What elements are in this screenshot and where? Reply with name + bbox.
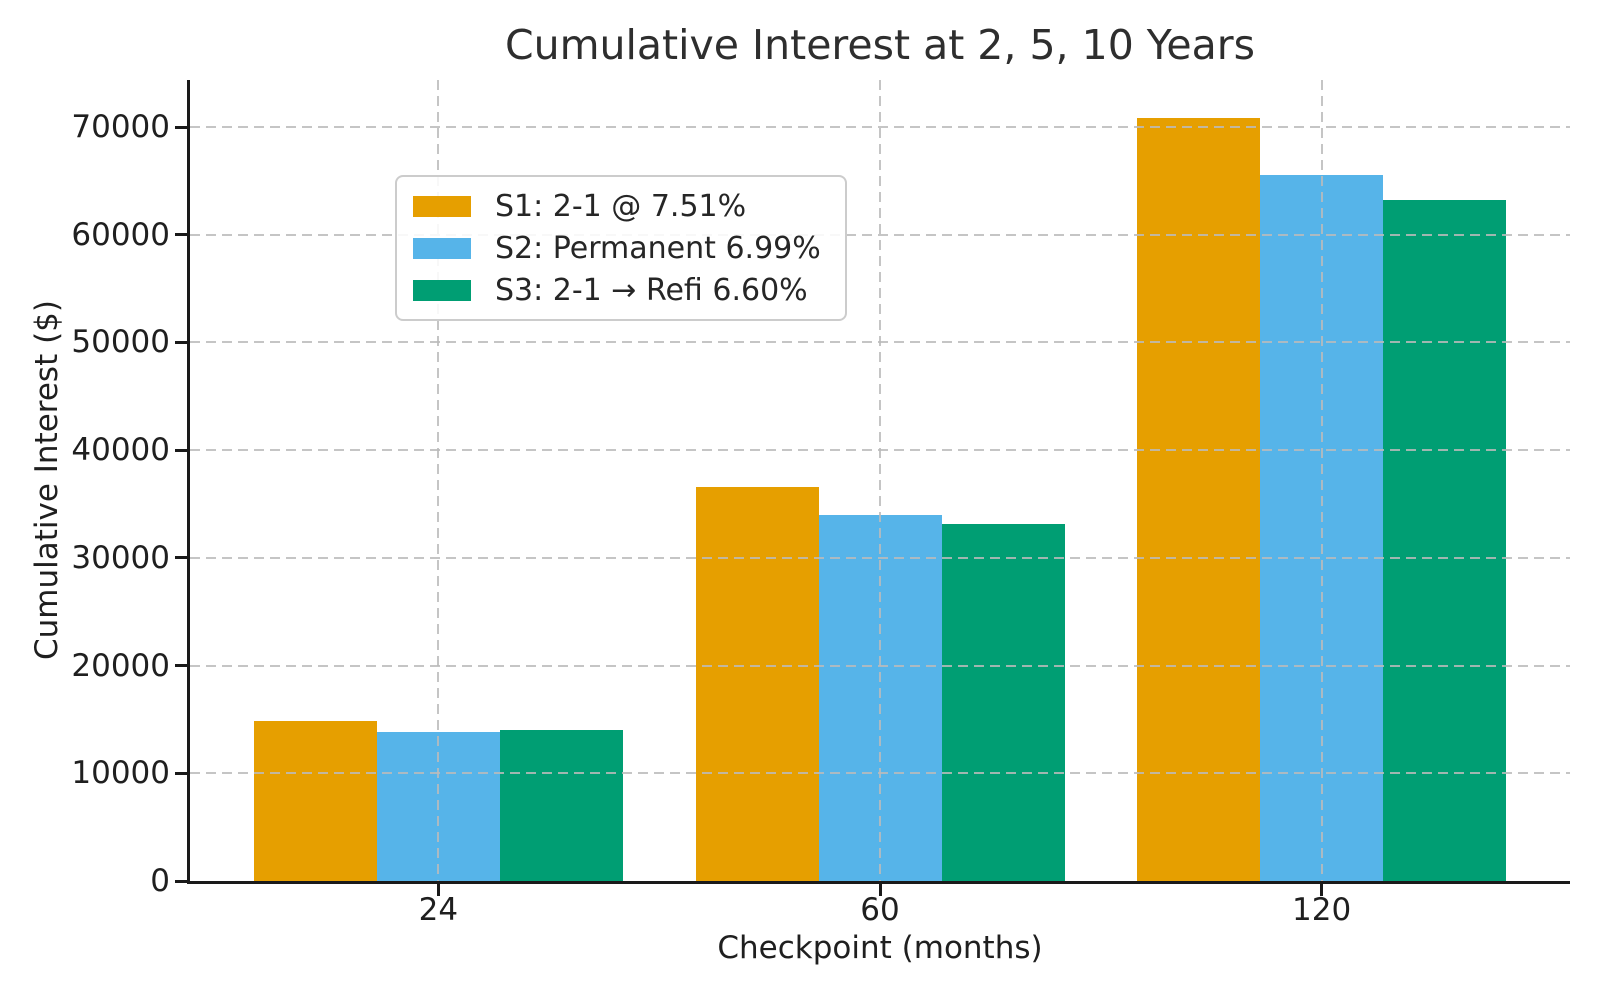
y-tick-label-10000: 10000 (71, 755, 170, 792)
legend-label-s3: S3: 2-1 → Refi 6.60% (495, 272, 808, 308)
y-tick-label-60000: 60000 (71, 216, 170, 253)
chart-title: Cumulative Interest at 2, 5, 10 Years (505, 21, 1255, 69)
bar-s3-60 (941, 524, 1065, 881)
y-tick-label-50000: 50000 (71, 324, 170, 361)
x-axis-spine (187, 881, 1570, 884)
legend-label-s2: S2: Permanent 6.99% (495, 230, 821, 266)
y-tick-label-70000: 70000 (71, 109, 170, 145)
legend: S1: 2-1 @ 7.51% S2: Permanent 6.99% S3: 2-… (395, 175, 847, 321)
x-tick-mark-120 (1320, 884, 1324, 896)
y-tick-mark-20000 (175, 664, 187, 668)
legend-swatch-s1 (413, 195, 471, 217)
y-tick-mark-70000 (175, 125, 187, 129)
y-tick-mark-40000 (175, 448, 187, 452)
legend-swatch-s2 (413, 237, 471, 259)
v-gridline-120 (1320, 80, 1323, 881)
x-tick-mark-24 (436, 884, 440, 896)
y-tick-mark-30000 (175, 556, 187, 560)
x-tick-label-24: 24 (418, 892, 459, 928)
x-tick-label-60: 60 (860, 892, 900, 928)
y-axis-spine (187, 80, 190, 884)
y-tick-mark-10000 (175, 771, 187, 775)
x-tick-label-120: 120 (1292, 892, 1352, 928)
bar-s1-60 (695, 486, 819, 881)
bar-s1-120 (1137, 118, 1261, 881)
x-tick-mark-60 (878, 884, 882, 896)
y-tick-label-20000: 20000 (71, 647, 170, 684)
y-tick-mark-50000 (175, 340, 187, 344)
y-tick-label-40000: 40000 (71, 432, 170, 469)
legend-item-s2: S2: Permanent 6.99% (413, 227, 821, 269)
v-gridline-24 (437, 80, 440, 881)
legend-item-s3: S3: 2-1 → Refi 6.60% (413, 269, 821, 311)
bar-s3-24 (499, 730, 623, 881)
bar-s1-24 (253, 720, 377, 881)
x-axis-label: Checkpoint (months) (717, 930, 1043, 966)
y-tick-label-0: 0 (150, 863, 170, 899)
y-tick-mark-60000 (175, 233, 187, 237)
y-tick-label-30000: 30000 (71, 539, 170, 576)
legend-label-s1: S1: 2-1 @ 7.51% (495, 188, 747, 224)
v-gridline-60 (879, 80, 881, 881)
legend-item-s1: S1: 2-1 @ 7.51% (413, 185, 821, 227)
plot-area: S1: 2-1 @ 7.51% S2: Permanent 6.99% S3: 2-… (187, 80, 1570, 884)
bar-s3-120 (1383, 200, 1507, 881)
legend-swatch-s3 (413, 279, 471, 301)
y-tick-mark-0 (175, 879, 187, 883)
